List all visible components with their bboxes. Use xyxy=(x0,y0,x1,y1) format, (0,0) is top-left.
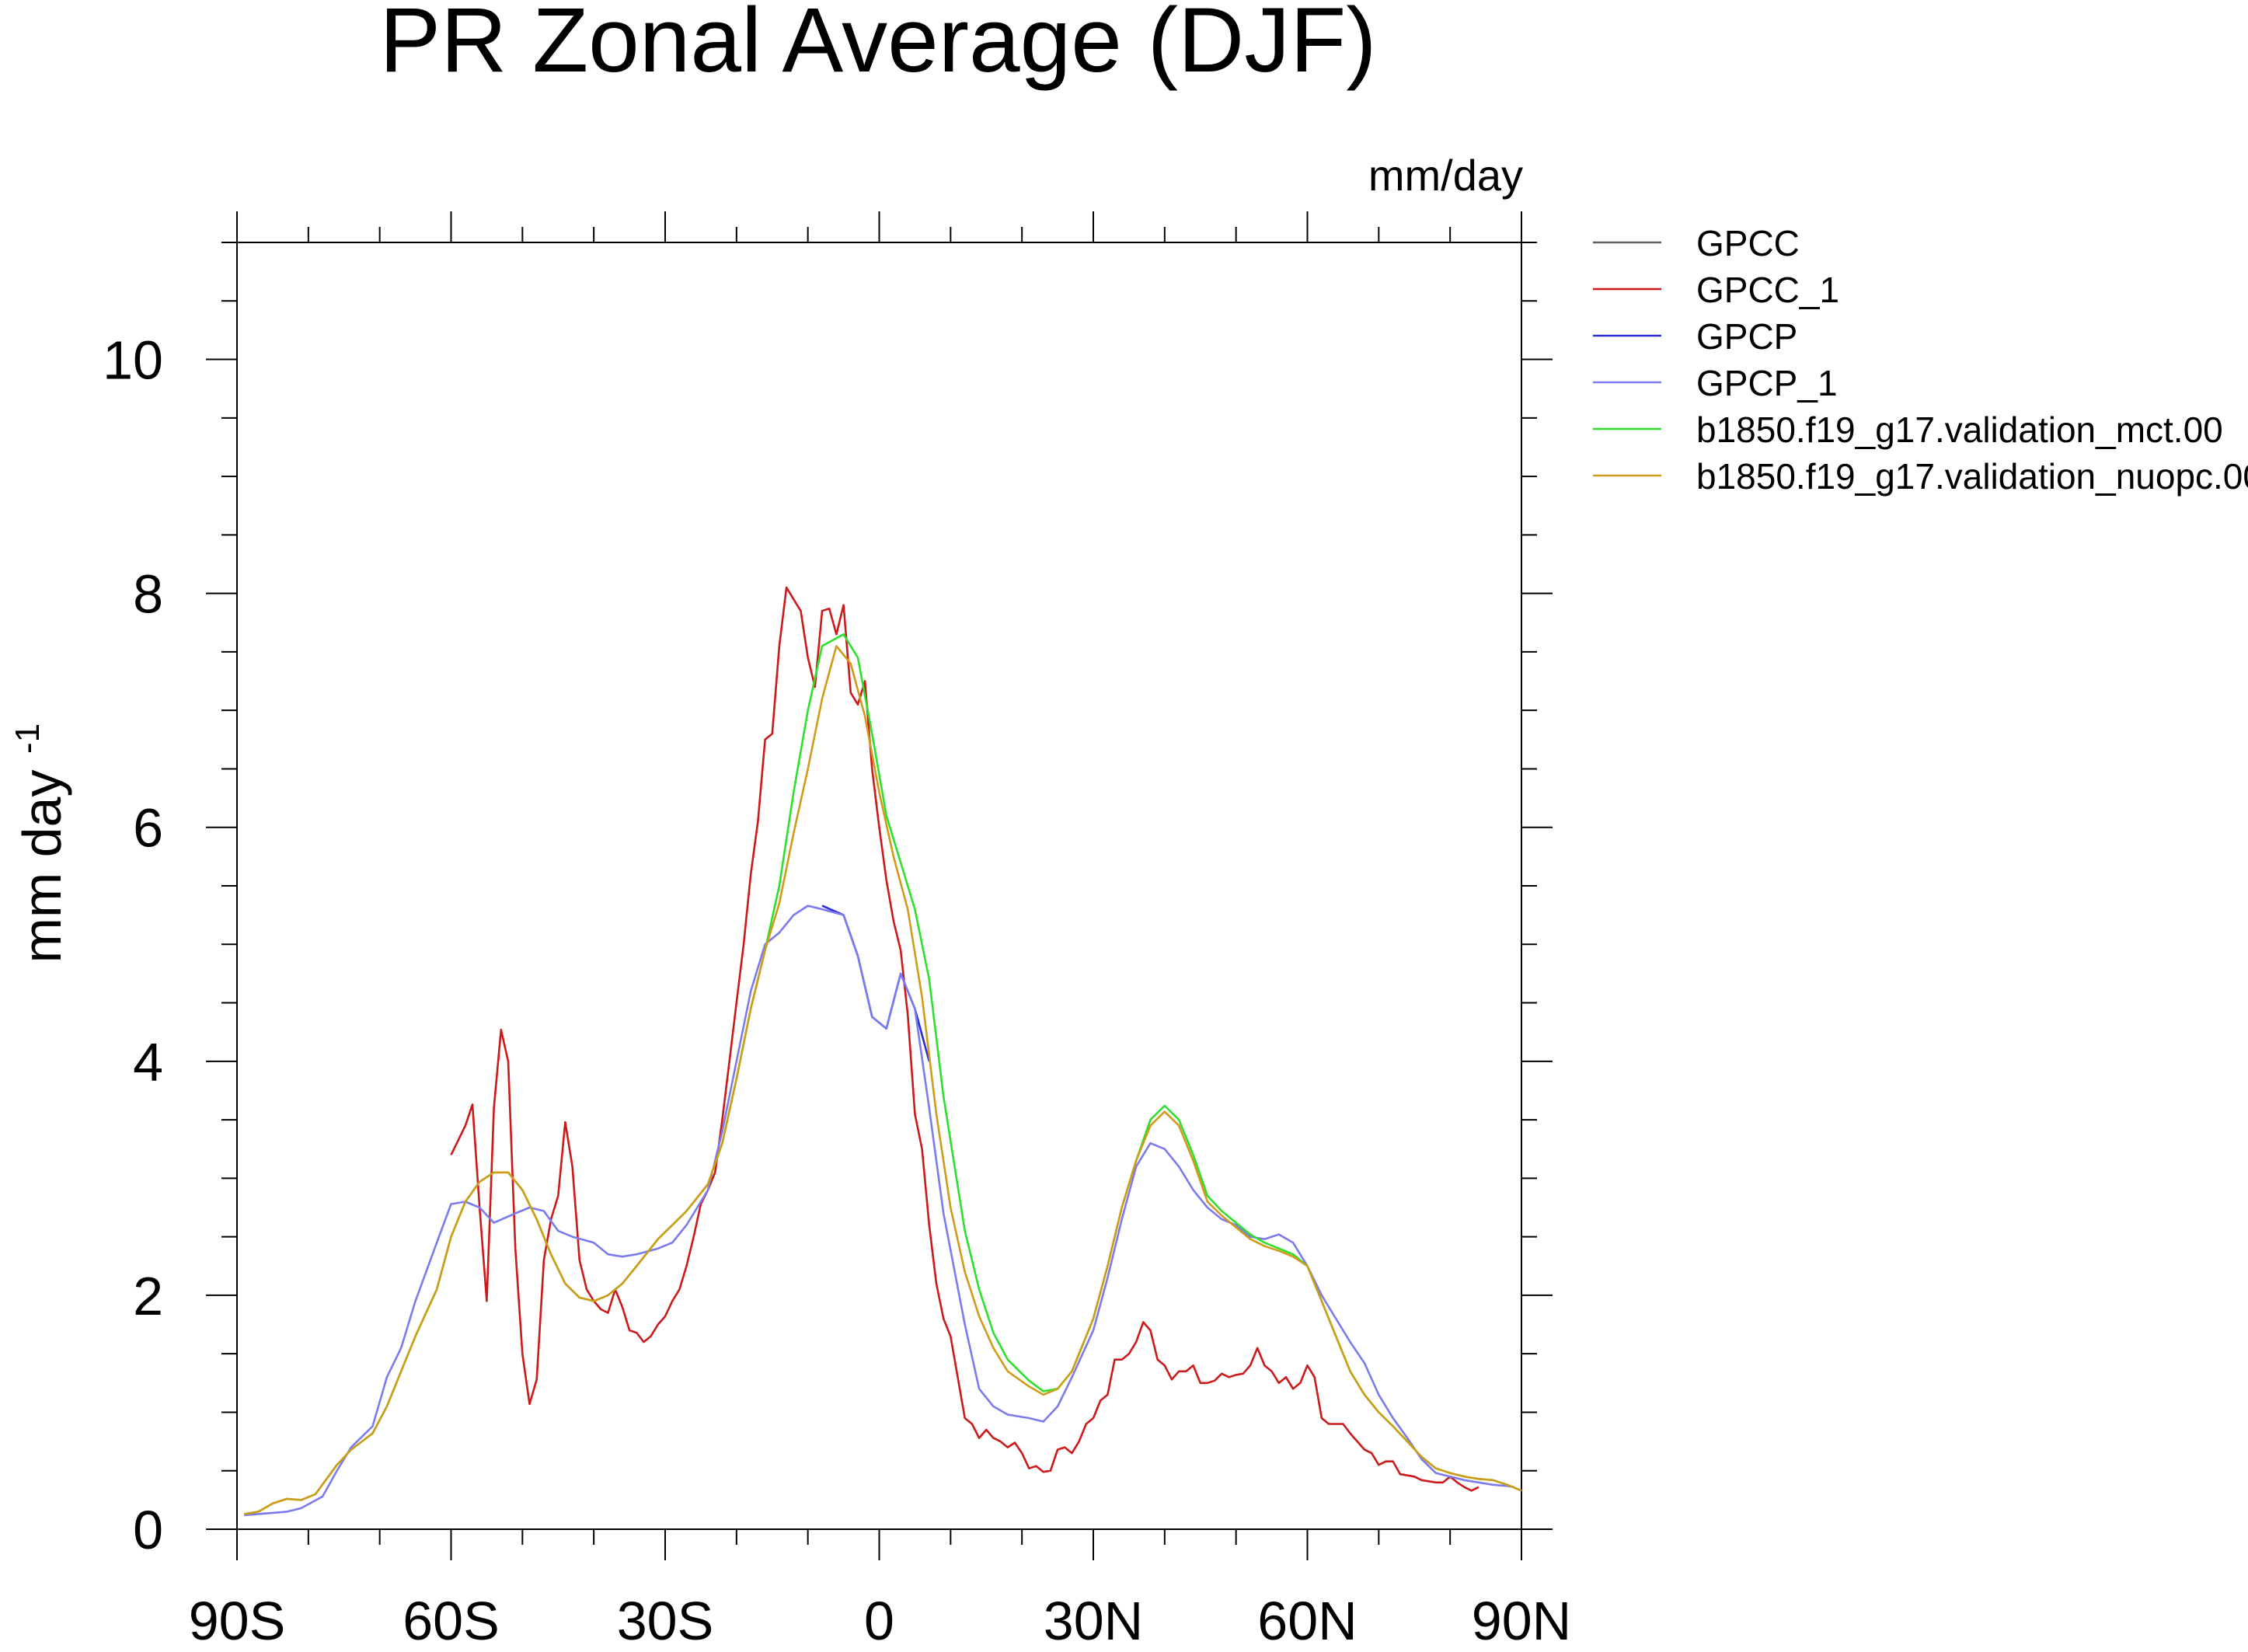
axis-ticks xyxy=(206,211,1553,1560)
y-axis-title: mm day -1 xyxy=(9,723,72,964)
plot-border xyxy=(236,242,1522,1530)
x-tick-label: 90N xyxy=(1472,1591,1571,1648)
series-line-gpcp xyxy=(821,904,931,1062)
series-line-b1850-f19-g17-validation-mct-00 xyxy=(243,633,1522,1515)
y-tick-label: 0 xyxy=(133,1500,163,1560)
x-tick-label: 60N xyxy=(1257,1591,1357,1648)
legend-label: b1850.f19_g17.validation_mct.00 xyxy=(1696,410,2223,450)
y-tick-label: 2 xyxy=(133,1266,163,1326)
legend-label: b1850.f19_g17.validation_nuopc.00 xyxy=(1696,456,2248,497)
y-axis-label: mm day xyxy=(12,770,72,964)
units-label: mm/day xyxy=(1368,151,1523,200)
legend-label: GPCC_1 xyxy=(1696,270,1839,310)
plot-lines xyxy=(243,586,1522,1517)
y-tick-label: 4 xyxy=(133,1032,163,1093)
y-tick-label: 6 xyxy=(133,798,163,859)
plot-frame xyxy=(236,242,1522,1530)
x-tick-label: 30N xyxy=(1044,1591,1143,1648)
series-line-gpcp-1 xyxy=(244,904,1515,1517)
x-tick-label: 90S xyxy=(189,1591,286,1648)
series-line-gpcc-1 xyxy=(450,586,1479,1492)
x-tick-label: 0 xyxy=(864,1591,894,1648)
x-tick-label: 30S xyxy=(617,1591,714,1648)
y-axis-label-superscript: -1 xyxy=(9,723,47,754)
chart-title: PR Zonal Average (DJF) xyxy=(379,0,1376,92)
x-tick-label: 60S xyxy=(403,1591,500,1648)
y-tick-label: 8 xyxy=(133,564,163,625)
legend-label: GPCP xyxy=(1696,316,1797,357)
legend-label: GPCP_1 xyxy=(1696,363,1838,403)
series-line-b1850-f19-g17-validation-nuopc-00 xyxy=(243,645,1522,1515)
y-tick-label: 10 xyxy=(103,330,163,391)
legend-label: GPCC xyxy=(1696,223,1800,263)
tick-labels: 90S 60S 30S 0 30N 60N 90N 0 2 4 6 8 10 xyxy=(103,330,1571,1651)
legend: GPCC GPCC_1 GPCP GPCP_1 b1850.f19_g17.valida… xyxy=(1593,223,2248,497)
